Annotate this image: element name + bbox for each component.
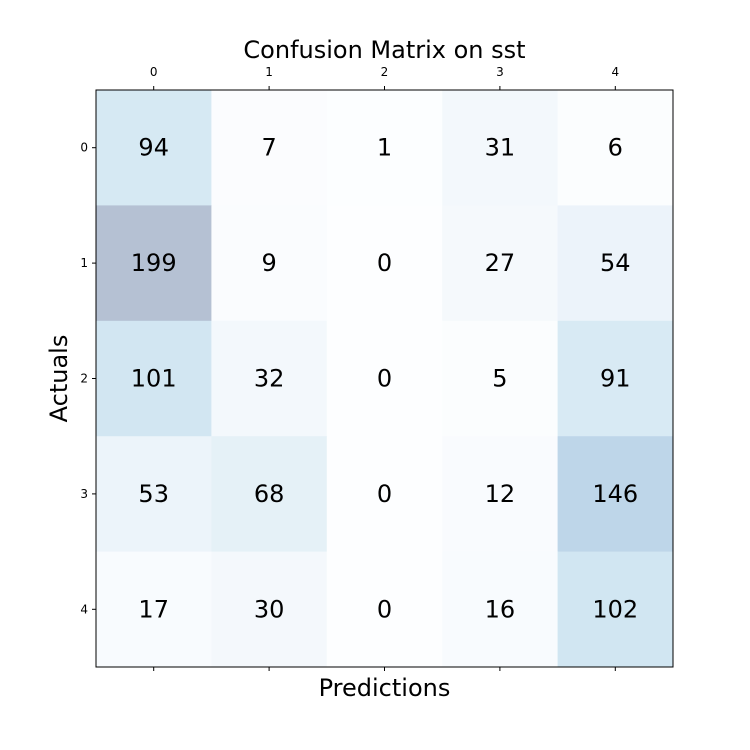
matrix-cell-r2-c4 [557, 320, 674, 437]
cell-value-r2-c1: 32 [254, 365, 285, 393]
cell-value-r2-c2: 0 [377, 365, 392, 393]
cell-value-r0-c2: 1 [377, 134, 392, 162]
x-tick-label-2: 2 [381, 65, 389, 79]
cell-value-r4-c0: 17 [138, 595, 169, 623]
matrix-cell-r3-c0 [96, 436, 212, 553]
cell-value-r1-c2: 0 [377, 249, 392, 277]
matrix-cell-r3-c3 [442, 436, 559, 553]
y-tick-label-4: 4 [80, 602, 88, 616]
y-axis-ticks: 0 1 2 3 4 [80, 141, 96, 616]
matrix-cell-r1-c0 [96, 205, 212, 322]
cell-value-r3-c1: 68 [254, 480, 285, 508]
matrix-cell-r1-c2 [326, 205, 443, 322]
matrix-cell-r0-c3 [442, 90, 559, 206]
cell-value-r0-c4: 6 [608, 134, 623, 162]
y-tick-label-3: 3 [80, 487, 88, 501]
y-tick-label-0: 0 [80, 141, 88, 155]
cell-value-r4-c1: 30 [254, 595, 285, 623]
chart-title: Confusion Matrix on sst [243, 36, 525, 64]
matrix-cell-r1-c4 [557, 205, 674, 322]
matrix-cell-r2-c2 [326, 320, 443, 437]
matrix-cells: 94 7 1 31 6 199 9 0 27 54 101 32 0 5 91 53 68 0 12 146 17 30 0… [96, 90, 674, 668]
x-tick-label-0: 0 [150, 65, 158, 79]
cell-value-r0-c0: 94 [138, 134, 169, 162]
matrix-cell-r2-c0 [96, 320, 212, 437]
cell-value-r3-c2: 0 [377, 480, 392, 508]
cell-value-r3-c3: 12 [485, 480, 516, 508]
matrix-cell-r4-c4 [557, 551, 674, 668]
matrix-cell-r1-c3 [442, 205, 559, 322]
matrix-cell-r1-c1 [211, 205, 328, 322]
cell-value-r1-c0: 199 [131, 249, 177, 277]
y-tick-label-2: 2 [80, 372, 88, 386]
y-tick-label-1: 1 [80, 256, 88, 270]
x-tick-label-1: 1 [265, 65, 273, 79]
cell-value-r4-c3: 16 [485, 595, 516, 623]
cell-value-r2-c4: 91 [600, 365, 631, 393]
matrix-cell-r4-c2 [326, 551, 443, 668]
cell-value-r3-c4: 146 [592, 480, 638, 508]
matrix-cell-r2-c3 [442, 320, 559, 437]
matrix-cell-r0-c0 [96, 90, 212, 206]
x-tick-label-3: 3 [496, 65, 504, 79]
y-axis-label: Actuals [45, 335, 73, 423]
matrix-cell-r3-c4 [557, 436, 674, 553]
matrix-cell-r0-c1 [211, 90, 328, 206]
cell-value-r0-c3: 31 [485, 134, 516, 162]
cell-value-r2-c0: 101 [131, 365, 177, 393]
matrix-cell-r4-c1 [211, 551, 328, 668]
cell-value-r4-c2: 0 [377, 595, 392, 623]
cell-value-r1-c1: 9 [261, 249, 276, 277]
cell-value-r3-c0: 53 [138, 480, 169, 508]
x-tick-label-4: 4 [611, 65, 619, 79]
cell-value-r4-c4: 102 [592, 595, 638, 623]
matrix-cell-r0-c4 [557, 90, 674, 206]
cell-value-r0-c1: 7 [261, 134, 276, 162]
matrix-cell-r4-c3 [442, 551, 559, 668]
matrix-cell-r3-c1 [211, 436, 328, 553]
matrix-cell-r0-c2 [326, 90, 443, 206]
matrix-cell-r4-c0 [96, 551, 212, 668]
cell-value-r1-c3: 27 [485, 249, 516, 277]
matrix-cell-r2-c1 [211, 320, 328, 437]
cell-value-r1-c4: 54 [600, 249, 631, 277]
matrix-cell-r3-c2 [326, 436, 443, 553]
cell-value-r2-c3: 5 [492, 365, 507, 393]
x-axis-label: Predictions [319, 674, 451, 702]
